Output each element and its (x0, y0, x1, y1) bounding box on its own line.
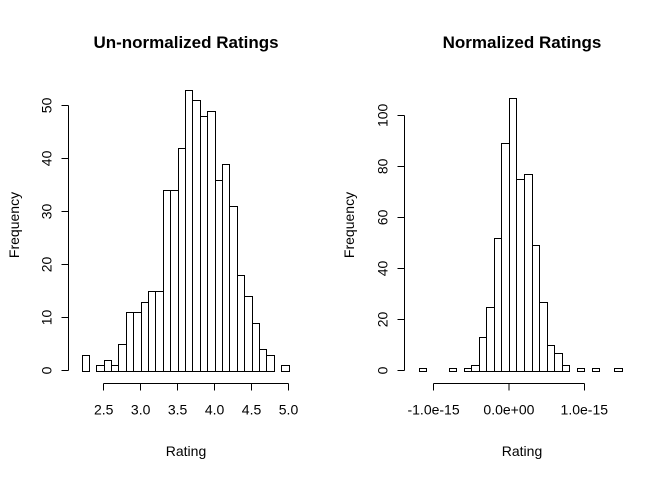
histogram-bar (185, 90, 193, 372)
histogram-bar (155, 291, 164, 372)
histogram-bar (554, 353, 563, 372)
histogram-bar (592, 368, 600, 372)
histogram-bar (178, 148, 186, 372)
histogram-bar (562, 365, 570, 372)
histogram-bar (163, 190, 171, 372)
x-axis: -1.0e-15 0.0e+00 1.0e-15 (407, 383, 609, 418)
histogram-bar (547, 345, 555, 372)
y-axis-label: Frequency (341, 192, 357, 258)
histogram-bar (222, 164, 230, 372)
x-tick-label: 4.5 (242, 402, 262, 418)
x-tick-label: 2.5 (94, 402, 114, 418)
histogram-bar (501, 143, 510, 372)
y-axis: 0 20 40 60 80 100 (375, 103, 405, 374)
histogram-bar (126, 312, 134, 372)
histogram-bar (252, 323, 260, 372)
y-tick-label: 100 (375, 103, 391, 127)
histogram-bar (82, 355, 90, 372)
histogram-bar (539, 302, 548, 372)
histogram-bar (141, 302, 149, 372)
histogram-bar (237, 275, 245, 372)
histogram-bar (192, 100, 201, 372)
x-tick-label: 5.0 (279, 402, 299, 418)
x-tick-label: 3.5 (168, 402, 188, 418)
x-axis-label: Rating (502, 443, 542, 459)
y-tick-label: 20 (39, 256, 55, 272)
y-tick-label: 80 (375, 158, 391, 174)
histogram-bar (494, 238, 502, 372)
x-tick-label: 0.0e+00 (483, 402, 534, 418)
y-tick-label: 40 (39, 150, 55, 166)
histogram-bar (419, 368, 427, 372)
histogram-bar (532, 245, 540, 372)
histogram-bar (266, 355, 275, 372)
histogram-bar (170, 190, 179, 372)
histogram-bar (111, 365, 119, 372)
histogram-bar (229, 206, 238, 372)
histogram-bar (471, 365, 480, 372)
histogram-bar (259, 349, 267, 372)
histogram-bar (614, 368, 623, 372)
x-axis-label: Rating (166, 443, 206, 459)
x-tick-label: 3.0 (131, 402, 151, 418)
histogram-bar (464, 368, 472, 372)
histogram-bar (486, 307, 495, 372)
histogram-bar (524, 174, 533, 372)
chart-title: Normalized Ratings (443, 33, 602, 52)
histogram-bar (96, 365, 105, 372)
histogram-bar (215, 180, 223, 372)
y-tick-label: 30 (39, 203, 55, 219)
histogram-bar (148, 291, 156, 372)
y-tick-label: 10 (39, 309, 55, 325)
y-tick-label: 40 (375, 260, 391, 276)
histogram-panel-unnormalized: Un-normalized Ratings Rating Frequency 2… (6, 33, 298, 459)
histogram-bars (419, 98, 623, 372)
histogram-bar (133, 312, 142, 372)
y-tick-label: 0 (375, 366, 391, 374)
histogram-panel-normalized: Normalized Ratings Rating Frequency -1.0… (341, 33, 623, 459)
histogram-bar (118, 344, 127, 372)
histogram-bar (479, 337, 487, 372)
histogram-bar (207, 111, 216, 372)
y-axis-label: Frequency (6, 192, 22, 258)
y-tick-label: 50 (39, 97, 55, 113)
histogram-bar (509, 98, 517, 372)
y-tick-label: 20 (375, 311, 391, 327)
y-tick-label: 60 (375, 209, 391, 225)
histogram-bar (516, 179, 525, 372)
y-axis: 0 10 20 30 40 50 (39, 97, 69, 374)
x-tick-label: 1.0e-15 (561, 402, 609, 418)
histogram-bar (200, 116, 208, 372)
histogram-bar (449, 368, 457, 372)
histogram-bar (244, 296, 253, 372)
x-tick-label: 4.0 (205, 402, 225, 418)
chart-title: Un-normalized Ratings (93, 33, 278, 52)
x-axis: 2.5 3.0 3.5 4.0 4.5 5.0 (94, 383, 299, 418)
histogram-bar (577, 368, 585, 372)
y-tick-label: 0 (39, 366, 55, 374)
histogram-bar (281, 365, 290, 372)
histogram-bar (104, 360, 112, 372)
x-tick-label: -1.0e-15 (407, 402, 459, 418)
histogram-bars (82, 90, 290, 372)
